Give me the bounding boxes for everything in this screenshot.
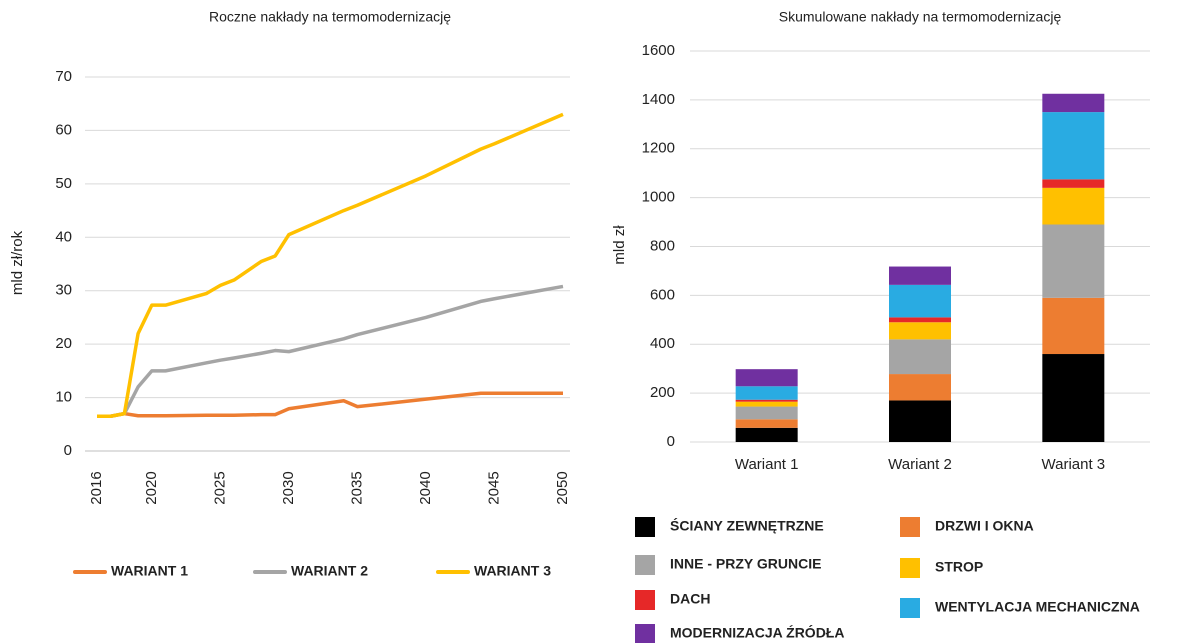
- legend-swatch: [900, 598, 920, 618]
- legend-swatch: [635, 590, 655, 610]
- legend-swatch: [635, 517, 655, 537]
- y-tick-label: 800: [650, 237, 675, 254]
- bar-segment: [1042, 297, 1105, 355]
- y-tick-label: 30: [55, 282, 72, 299]
- x-tick-label: 2025: [211, 471, 228, 504]
- bar-segment: [735, 427, 798, 442]
- chart-title: Roczne nakłady na termomodernizację: [209, 9, 451, 25]
- legend-label: WARIANT 2: [291, 563, 368, 579]
- bar-segment: [889, 374, 951, 401]
- series-line: [97, 284, 564, 419]
- legend-label: STROP: [935, 559, 983, 575]
- x-tick-label: 2030: [280, 471, 297, 504]
- series-line: [97, 112, 564, 419]
- bar-segment: [889, 400, 951, 442]
- y-tick-label: 600: [650, 286, 675, 303]
- legend-label: WARIANT 1: [111, 563, 188, 579]
- y-tick-label: 40: [55, 228, 72, 245]
- x-tick-label: 2050: [554, 471, 571, 504]
- y-tick-label: 1000: [642, 189, 675, 206]
- x-tick-label: Wariant 1: [735, 456, 799, 473]
- x-tick-label: 2016: [88, 471, 105, 504]
- x-tick-label: Wariant 3: [1042, 456, 1106, 473]
- y-tick-label: 0: [667, 433, 675, 450]
- legend-label: DRZWI I OKNA: [935, 518, 1034, 534]
- x-tick-label: 2020: [143, 471, 160, 504]
- bar-segment: [889, 317, 951, 323]
- bar-segment: [735, 399, 798, 402]
- bar-segment: [1042, 93, 1105, 113]
- legend-swatch: [635, 555, 655, 575]
- legend-swatch: [635, 624, 655, 643]
- bar-segment: [889, 266, 951, 285]
- legend-label: WENTYLACJA MECHANICZNA: [935, 599, 1140, 615]
- bar-segment: [735, 406, 798, 420]
- bar-segment: [1042, 354, 1105, 442]
- legend-label: ŚCIANY ZEWNĘTRZNE: [670, 517, 824, 534]
- y-tick-label: 400: [650, 335, 675, 352]
- legend-label: DACH: [670, 591, 710, 607]
- bar-segment: [1042, 187, 1105, 225]
- y-tick-label: 1200: [642, 140, 675, 157]
- bar-segment: [735, 401, 798, 407]
- y-tick-label: 70: [55, 68, 72, 85]
- x-tick-label: 2040: [417, 471, 434, 504]
- bar-segment: [889, 322, 951, 340]
- y-tick-label: 20: [55, 335, 72, 352]
- bar-segment: [1042, 179, 1105, 188]
- x-tick-label: Wariant 2: [888, 456, 952, 473]
- legend-label: MODERNIZACJA ŹRÓDŁA: [670, 624, 844, 641]
- chart-title: Skumulowane nakłady na termomodernizację: [779, 9, 1062, 25]
- y-tick-label: 0: [64, 442, 72, 459]
- y-axis-label: mld zł/rok: [9, 230, 26, 295]
- bar-segment: [735, 419, 798, 428]
- bar-segment: [889, 339, 951, 375]
- y-tick-label: 1400: [642, 91, 675, 108]
- x-tick-label: 2045: [485, 471, 502, 504]
- y-tick-label: 200: [650, 384, 675, 401]
- bar-segment: [1042, 112, 1105, 180]
- y-tick-label: 1600: [642, 42, 675, 59]
- y-tick-label: 50: [55, 175, 72, 192]
- y-tick-label: 60: [55, 121, 72, 138]
- y-axis-label: mld zł: [611, 225, 628, 265]
- legend-label: WARIANT 3: [474, 563, 551, 579]
- bar-segment: [735, 369, 798, 387]
- x-tick-label: 2035: [348, 471, 365, 504]
- bar-segment: [889, 284, 951, 318]
- bar-segment: [1042, 224, 1105, 298]
- y-tick-label: 10: [55, 389, 72, 406]
- series-line: [97, 391, 563, 419]
- bar-segment: [735, 386, 798, 400]
- legend-label: INNE - PRZY GRUNCIE: [670, 556, 821, 572]
- legend-swatch: [900, 517, 920, 537]
- legend-swatch: [900, 558, 920, 578]
